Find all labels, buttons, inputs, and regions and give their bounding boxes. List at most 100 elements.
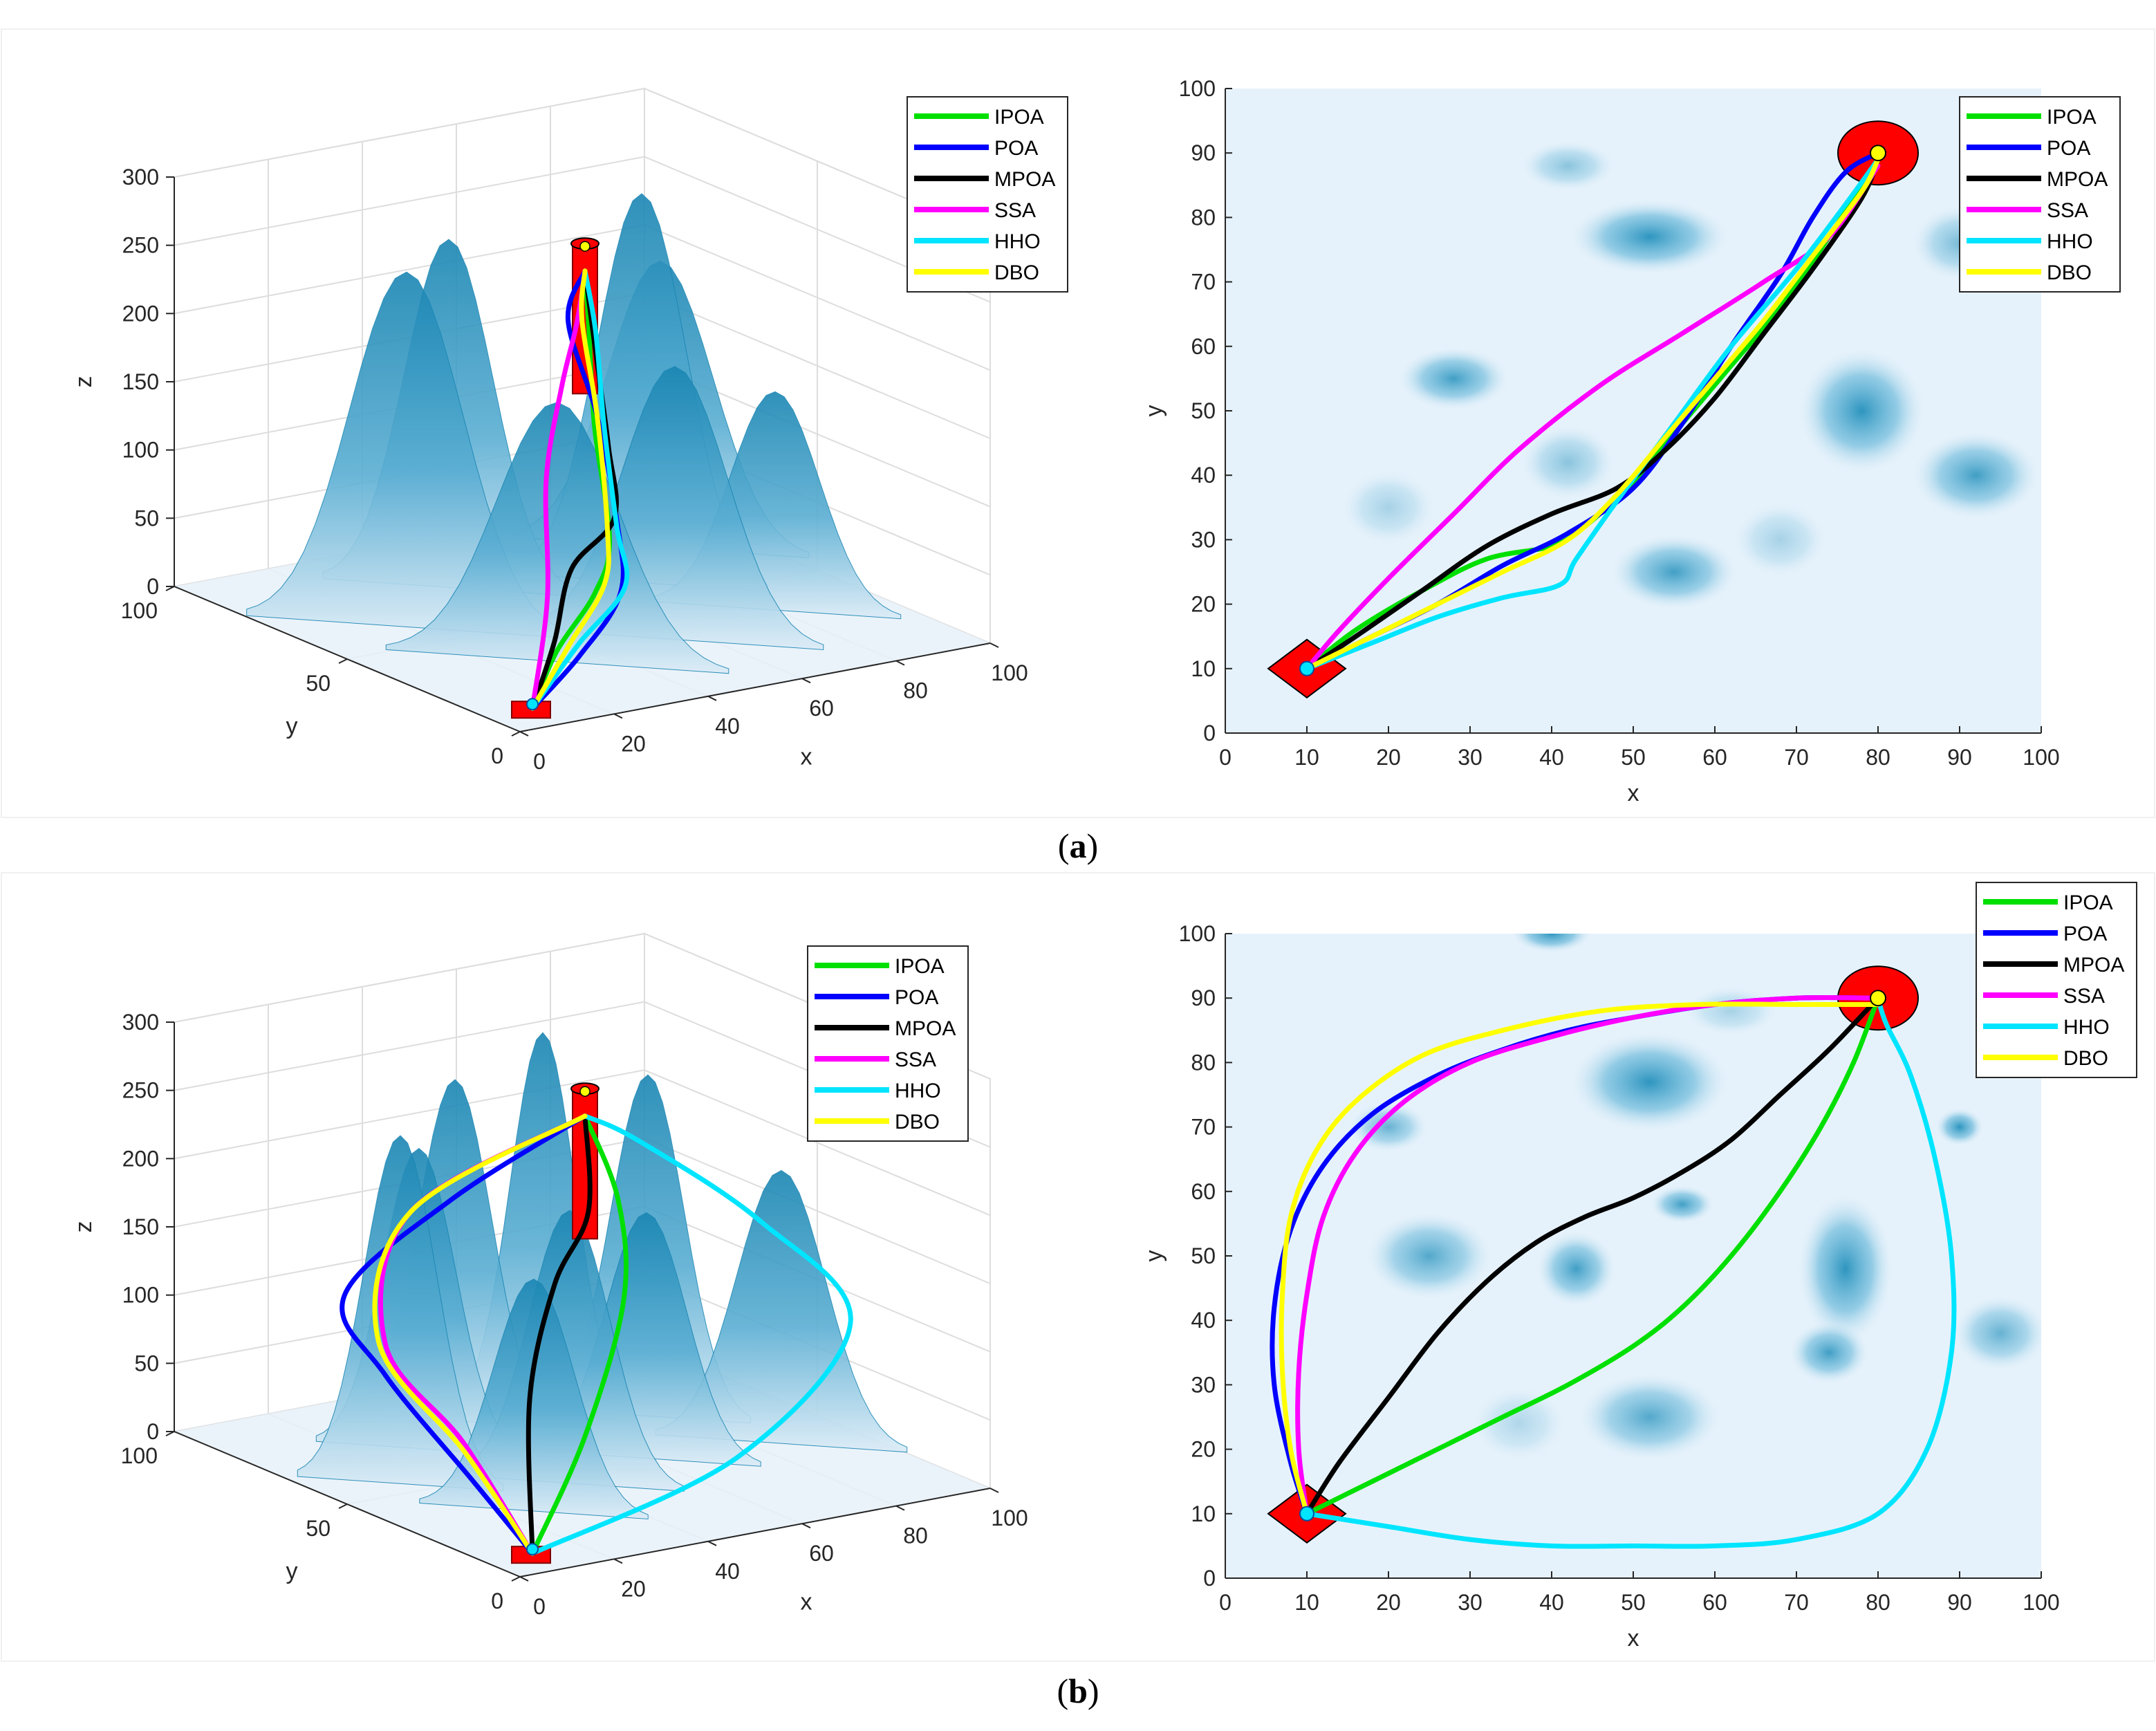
legend-label-poa: POA [2063, 923, 2107, 945]
legend-label-ssa: SSA [895, 1048, 936, 1071]
legend-label-poa: POA [895, 986, 938, 1009]
y-tick-label: 100 [1179, 76, 1216, 101]
x-tick-label: 20 [1376, 1590, 1401, 1615]
x-tick-mark [895, 660, 905, 666]
x-tick-label: 100 [991, 1506, 1028, 1530]
legend-label-dbo: DBO [2047, 261, 2092, 284]
y-axis-label: y [286, 713, 298, 739]
legend-label-dbo: DBO [2063, 1047, 2108, 1070]
y-axis-label: y [286, 1558, 298, 1584]
y-tick-label: 50 [1191, 398, 1216, 423]
legend-box [807, 945, 969, 1142]
x-tick-label: 80 [1866, 745, 1890, 770]
x-tick-label: 30 [1458, 1590, 1483, 1615]
y-axis-label: y [1141, 1250, 1167, 1262]
x-tick-mark [519, 1576, 529, 1582]
terrain-peak [1396, 346, 1511, 411]
legend-label-mpoa: MPOA [2047, 168, 2108, 191]
y-tick-label: 0 [1203, 1566, 1216, 1591]
terrain-heatmap [1348, 934, 2041, 1463]
y-axis-label: y [1141, 405, 1167, 417]
terrain-peak [1649, 1185, 1715, 1224]
legend-label-ipoa: IPOA [994, 106, 1044, 129]
legend-label-hho: HHO [2063, 1016, 2110, 1039]
x-tick-label: 100 [991, 660, 1028, 685]
x-tick-label: 0 [1219, 745, 1232, 770]
series-path-dbo [372, 1113, 588, 1556]
y-tick-label: 80 [1191, 205, 1216, 230]
y-tick-label: 80 [1191, 1050, 1216, 1075]
terrain-peak [1935, 1107, 1985, 1147]
grid-z [174, 87, 991, 234]
x-tick-mark [801, 678, 811, 684]
z-tick-label: 50 [134, 1351, 159, 1376]
terrain-peak [1911, 429, 2041, 521]
x-tick-label: 60 [1702, 745, 1727, 770]
caption-a: (a) [1058, 826, 1098, 865]
series-path-hho [530, 1113, 853, 1556]
x-axis-line [519, 642, 991, 732]
legend-label-mpoa: MPOA [895, 1017, 956, 1040]
series-path-hho [1304, 157, 1881, 672]
z-tick-label: 0 [147, 1419, 159, 1444]
z-axis-label: z [71, 376, 97, 388]
legend-label-mpoa: MPOA [2063, 954, 2124, 976]
x-tick-label: 80 [1866, 1590, 1890, 1615]
y-tick-label: 40 [1191, 1308, 1216, 1333]
y-tick-label: 50 [306, 671, 331, 696]
terrain-peak [385, 402, 729, 674]
terrain-peak [1470, 1385, 1568, 1463]
legend-label-mpoa: MPOA [994, 168, 1055, 191]
y-tick-label: 0 [1203, 721, 1216, 746]
y-tick-label: 30 [1191, 527, 1216, 552]
x-tick-mark [989, 1488, 999, 1493]
caption-b: (b) [1057, 1672, 1099, 1710]
terrain-peak [1608, 533, 1740, 611]
x-tick-label: 40 [1539, 745, 1564, 770]
goal-point [1870, 145, 1886, 162]
x-tick-mark [613, 1558, 623, 1564]
legend-label-hho: HHO [2047, 230, 2093, 253]
start-point [1299, 660, 1314, 676]
goal-point [1870, 990, 1886, 1007]
goal-point [579, 241, 591, 252]
z-tick-label: 300 [122, 165, 159, 189]
legend-label-ssa: SSA [2063, 985, 2105, 1008]
legend-label-dbo: DBO [895, 1111, 940, 1133]
x-tick-label: 80 [903, 678, 928, 703]
y-tick-label: 60 [1191, 334, 1216, 359]
y-tick-mark [511, 731, 521, 737]
z-tick-label: 100 [122, 1283, 159, 1308]
x-tick-label: 60 [1702, 1590, 1727, 1615]
terrain-peak [1364, 1210, 1495, 1302]
z-tick-label: 250 [122, 233, 159, 258]
series-path-dbo [1304, 157, 1881, 672]
x-tick-label: 90 [1947, 1590, 1972, 1615]
terrain-heatmap [1339, 140, 2041, 611]
legend-label-hho: HHO [895, 1080, 941, 1102]
start-point [526, 1543, 539, 1556]
x-tick-label: 50 [1621, 1590, 1646, 1615]
terrain-peak [1535, 1230, 1617, 1308]
legend-box [1976, 882, 2137, 1078]
y-tick-label: 0 [491, 1589, 503, 1613]
start-point [1299, 1506, 1314, 1521]
x-tick-label: 0 [533, 749, 546, 774]
z-axis-label: z [71, 1221, 97, 1233]
terrain-peak [1576, 1371, 1723, 1463]
x-tick-label: 20 [621, 731, 646, 756]
legend-label-poa: POA [2047, 137, 2090, 160]
terrain-peak [1682, 985, 1781, 1037]
x-axis-label: x [1628, 1625, 1639, 1651]
y-tick-label: 50 [1191, 1243, 1216, 1268]
y-tick-mark [338, 1503, 348, 1509]
legend-label-ipoa: IPOA [2047, 106, 2097, 129]
y-tick-label: 60 [1191, 1179, 1216, 1204]
x-tick-label: 0 [1219, 1590, 1232, 1615]
paths [1270, 994, 1957, 1549]
x-tick-mark [519, 731, 529, 737]
x-axis-label: x [1628, 780, 1639, 806]
chart-a-3d: 020406080100050100050100150200250300xyzI… [71, 87, 1068, 774]
paths [1304, 150, 1881, 672]
chart-b-3d: 020406080100050100050100150200250300xyzI… [71, 932, 1028, 1619]
